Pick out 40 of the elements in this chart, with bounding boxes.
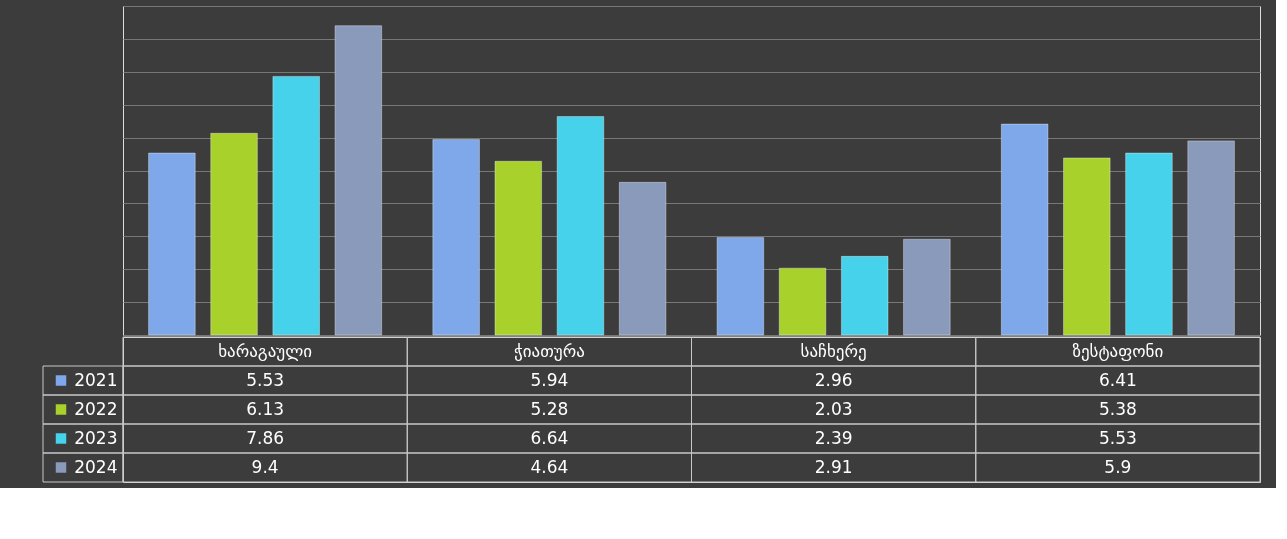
data-label: 5.53 bbox=[1098, 427, 1137, 448]
x-tick-label: ზესტაფონი bbox=[1072, 340, 1164, 361]
bar bbox=[1125, 152, 1173, 336]
data-label: 5.9 bbox=[1104, 456, 1132, 477]
data-label: 5.28 bbox=[530, 398, 569, 419]
legend-label: 2021 bbox=[74, 369, 118, 390]
bar bbox=[1001, 123, 1049, 336]
bar bbox=[1187, 140, 1235, 336]
bar bbox=[334, 25, 382, 336]
bar bbox=[432, 139, 480, 336]
data-label: 2.03 bbox=[814, 398, 853, 419]
data-label: 6.13 bbox=[246, 398, 285, 419]
legend-label: 2023 bbox=[74, 427, 118, 448]
data-label: 4.64 bbox=[530, 456, 569, 477]
bar bbox=[903, 238, 951, 336]
x-tick-label: ხარაგაული bbox=[218, 340, 313, 361]
legend-label: 2022 bbox=[74, 398, 118, 419]
bar bbox=[556, 116, 605, 336]
data-label: 2.96 bbox=[814, 369, 853, 390]
bar bbox=[1063, 157, 1111, 336]
bar bbox=[778, 267, 827, 336]
data-label: 5.94 bbox=[530, 369, 569, 390]
data-label: 5.38 bbox=[1098, 398, 1137, 419]
data-label: 9.4 bbox=[251, 456, 279, 477]
bar bbox=[272, 76, 320, 336]
bar bbox=[494, 160, 542, 336]
legend-label: 2024 bbox=[74, 456, 118, 477]
data-label: 2.91 bbox=[814, 456, 853, 477]
x-tick-label: საჩხერე bbox=[800, 340, 867, 361]
x-tick-label: ჭიათურა bbox=[513, 340, 585, 361]
bar bbox=[210, 133, 258, 336]
data-label: 2.39 bbox=[814, 427, 853, 448]
data-label: 6.41 bbox=[1098, 369, 1137, 390]
bar bbox=[148, 152, 196, 336]
data-label: 6.64 bbox=[530, 427, 569, 448]
data-label: 7.86 bbox=[246, 427, 285, 448]
bar bbox=[841, 256, 889, 336]
bar bbox=[716, 237, 764, 336]
data-label: 5.53 bbox=[246, 369, 285, 390]
bar bbox=[619, 182, 667, 336]
